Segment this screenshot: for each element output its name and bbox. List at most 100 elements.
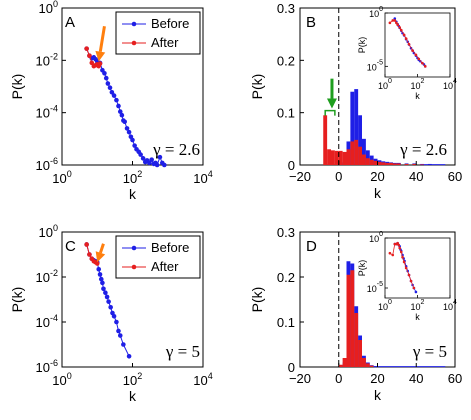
bar-before — [362, 138, 366, 165]
y-tick-label: 0.1 — [277, 106, 295, 121]
y-tick-label: 0.3 — [277, 225, 295, 240]
y-axis-label: P(k) — [9, 287, 25, 313]
data-point-before — [149, 157, 154, 162]
legend-marker-before — [131, 21, 137, 27]
bar-after — [404, 163, 409, 165]
data-point-before — [97, 272, 103, 277]
panel-A: 100 102 104 100 10-2 10-4 10-6 k P(k) Aγ = 2.6 Bef… — [9, 0, 213, 202]
bar-before — [358, 115, 362, 165]
inset-x-tick-label: 100 — [378, 299, 392, 312]
bar-after — [389, 162, 393, 165]
bar-after — [381, 162, 386, 165]
y-axis-label: P(k) — [249, 287, 265, 313]
bracket — [324, 109, 336, 116]
legend: Before After — [115, 235, 201, 279]
x-axis-label: k — [129, 186, 137, 202]
inset-point-after — [398, 246, 401, 250]
bar-after — [369, 365, 374, 367]
bar-after — [338, 150, 343, 165]
bar-after — [346, 274, 351, 367]
bar-after — [412, 163, 417, 165]
bar-after — [362, 358, 366, 367]
inset-x-tick-label: 104 — [443, 299, 457, 312]
x-tick-label: 20 — [370, 371, 384, 386]
bar-after — [334, 150, 339, 165]
data-point-before — [140, 156, 146, 161]
inset-y-axis-label: P(k) — [357, 37, 367, 54]
inset-point-after — [417, 57, 421, 61]
data-point-before — [154, 162, 160, 168]
arrow-head — [326, 98, 337, 109]
data-point-before — [126, 129, 132, 135]
x-tick-label: −20 — [289, 371, 311, 386]
inset-x-tick-label: 100 — [378, 78, 392, 91]
x-tick-label: 104 — [193, 371, 212, 388]
x-tick-label: 20 — [370, 169, 384, 184]
inset-point-after — [409, 279, 413, 283]
data-point-before — [124, 126, 130, 131]
legend-box — [115, 235, 201, 279]
bar-after — [358, 340, 362, 367]
data-point-after — [89, 60, 95, 66]
bar-after — [354, 313, 359, 367]
y-tick-label: 0 — [288, 360, 295, 375]
bar-after — [365, 363, 370, 367]
data-point-before — [157, 154, 163, 160]
inset-x-axis-label: k — [415, 312, 420, 322]
inset-point-after — [407, 273, 411, 277]
data-point-before — [116, 328, 121, 334]
bar-after — [323, 115, 328, 165]
bar-after — [362, 154, 366, 165]
panel-label: A — [65, 14, 75, 31]
legend-label-after: After — [151, 259, 179, 274]
y-tick-label: 10-2 — [36, 268, 58, 285]
data-point-before — [122, 119, 127, 125]
arrow-shaft — [98, 26, 106, 52]
y-tick-label: 0.3 — [277, 1, 295, 16]
bar-after — [346, 149, 351, 165]
y-tick-label: 0.1 — [277, 315, 295, 330]
inset-x-tick-label: 102 — [411, 78, 425, 91]
x-axis-label: k — [129, 388, 137, 404]
x-tick-label: 100 — [52, 371, 71, 388]
y-tick-label: 10-2 — [36, 51, 58, 68]
inset-y-tick-label: 10-5 — [367, 59, 383, 72]
inset-point-after — [412, 286, 416, 290]
data-point-before — [116, 103, 121, 109]
inset-point-after — [398, 26, 401, 29]
legend-label-before: Before — [151, 240, 189, 255]
inset-point-before — [393, 17, 397, 20]
inset-y-tick-label: 100 — [369, 231, 383, 244]
arrow-shaft — [99, 243, 105, 254]
y-tick-label: 10-4 — [36, 313, 58, 330]
y-tick-label: 10-6 — [36, 358, 58, 375]
data-point-before — [114, 319, 119, 325]
bar-before — [354, 89, 359, 165]
x-tick-label: 40 — [409, 169, 423, 184]
data-point-before — [121, 342, 126, 347]
y-tick-label: 0.2 — [277, 270, 295, 285]
inset: 100 102 104 100 10-5 k P(k) — [357, 6, 457, 101]
inset-point-after — [402, 33, 406, 37]
legend-marker-after — [131, 264, 137, 270]
inset-y-tick-label: 100 — [369, 6, 383, 19]
legend: Before After — [115, 11, 201, 55]
inset-point-after — [396, 23, 399, 27]
x-tick-label: 60 — [448, 371, 462, 386]
gamma-annotation: γ = 2.6 — [152, 140, 200, 159]
bar-before — [365, 150, 370, 165]
bar-after — [342, 151, 347, 165]
data-point-after — [97, 61, 103, 66]
inset-point-after — [423, 65, 427, 68]
data-point-before — [138, 152, 143, 157]
bar-after — [385, 162, 390, 165]
data-point-after — [87, 53, 92, 59]
inset-y-tick-label: 10-5 — [367, 281, 383, 294]
inset-point-after — [401, 255, 404, 259]
data-point-before — [109, 90, 115, 95]
inset-point-after — [391, 19, 395, 22]
gamma-annotation: γ = 5 — [165, 342, 200, 361]
inset-point-after — [399, 250, 403, 254]
inset-point-after — [411, 49, 414, 52]
